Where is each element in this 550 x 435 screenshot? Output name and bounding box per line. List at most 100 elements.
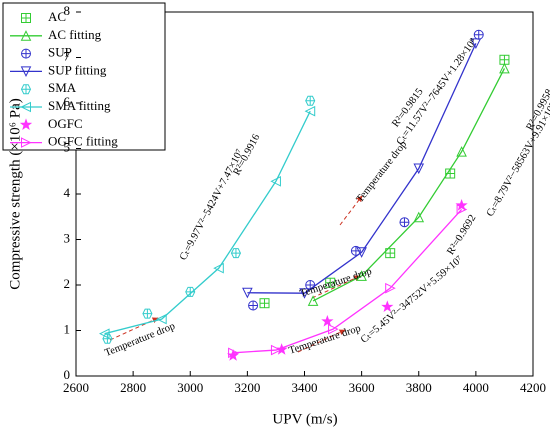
- marker-shape: [242, 287, 253, 299]
- marker: [185, 286, 196, 297]
- fit-line: [104, 110, 311, 335]
- marker-cross: [21, 84, 31, 94]
- marker: [21, 13, 31, 23]
- y-tick-label: 0: [64, 367, 71, 382]
- marker: [299, 288, 310, 299]
- marker-cross: [231, 248, 241, 258]
- legend-label: OGFC fitting: [48, 134, 118, 149]
- marker: [213, 262, 224, 274]
- marker-shape: [20, 101, 31, 113]
- marker-cross: [102, 334, 112, 344]
- legend: [2, 2, 166, 151]
- marker-shape: [20, 30, 32, 41]
- x-tick-label: 3400: [292, 380, 318, 395]
- marker: [270, 175, 281, 187]
- arrow: [339, 195, 363, 226]
- marker-cross: [21, 13, 31, 23]
- marker-shape: [21, 137, 32, 148]
- marker: [230, 248, 242, 259]
- marker: [413, 163, 425, 175]
- legend-label: AC fitting: [48, 27, 102, 42]
- marker: [259, 298, 270, 309]
- marker: [321, 314, 334, 327]
- marker-shape: [413, 163, 425, 175]
- marker-shape: [270, 175, 281, 187]
- y-tick-label: 2: [64, 276, 71, 291]
- y-tick-label: 3: [64, 230, 71, 245]
- marker: [270, 344, 282, 356]
- marker-shape: [156, 313, 167, 325]
- marker-cross: [142, 309, 152, 319]
- marker-shape: [413, 211, 425, 223]
- marker: [228, 347, 239, 359]
- x-tick-label: 3600: [349, 380, 375, 395]
- x-tick-label: 4000: [463, 380, 489, 395]
- marker: [248, 300, 259, 311]
- fit-line: [233, 209, 463, 354]
- marker-cross: [21, 49, 31, 59]
- legend-label: OGFC: [48, 116, 83, 131]
- marker-shape: [381, 300, 394, 313]
- marker-cross: [260, 298, 270, 308]
- x-tick-label: 2800: [120, 380, 146, 395]
- marker: [21, 137, 32, 148]
- legend-label: SMA: [48, 80, 77, 95]
- marker-shape: [275, 343, 288, 355]
- marker-shape: [299, 288, 310, 299]
- legend-label: SUP: [48, 45, 72, 60]
- marker: [307, 295, 319, 306]
- marker-cross: [248, 300, 258, 310]
- marker: [356, 247, 367, 258]
- marker: [385, 282, 396, 294]
- marker-shape: [328, 323, 339, 335]
- marker-cross: [305, 96, 315, 106]
- marker-shape: [356, 247, 367, 258]
- marker: [20, 101, 31, 113]
- x-tick-label: 2600: [63, 380, 89, 395]
- x-tick-label: 3200: [234, 380, 260, 395]
- marker-shape: [470, 38, 482, 50]
- marker: [98, 328, 110, 339]
- marker-cross: [474, 30, 484, 40]
- y-tick-label: 7: [64, 48, 71, 63]
- marker: [305, 95, 316, 106]
- marker: [399, 217, 410, 228]
- legend-label: AC: [48, 9, 66, 24]
- marker: [356, 270, 367, 281]
- marker: [350, 245, 361, 256]
- y-tick-label: 1: [64, 321, 71, 336]
- marker-shape: [456, 204, 468, 215]
- marker-shape: [20, 66, 32, 78]
- marker-cross: [325, 278, 335, 288]
- legend-label: SUP fitting: [48, 62, 107, 77]
- x-tick-label: 3800: [406, 380, 432, 395]
- equation: Cₜ=11.57V²−7645V+1.28×10⁸: [395, 36, 480, 147]
- marker: [20, 66, 32, 78]
- fit-line: [312, 68, 506, 302]
- marker: [142, 308, 153, 319]
- arrow: [297, 329, 346, 353]
- arrow: [311, 275, 361, 299]
- marker: [456, 146, 467, 157]
- marker-shape: [19, 118, 33, 131]
- marker: [499, 62, 510, 74]
- marker: [20, 84, 32, 95]
- marker-shape: [385, 282, 396, 294]
- marker: [242, 287, 253, 299]
- marker-shape: [321, 314, 334, 327]
- marker-shape: [307, 295, 319, 306]
- legend-label: SMA fitting: [48, 98, 111, 113]
- marker-cross: [305, 280, 315, 290]
- y-tick-label: 5: [64, 139, 71, 154]
- marker: [19, 118, 33, 131]
- marker-cross: [399, 217, 409, 227]
- marker: [275, 343, 288, 355]
- marker-shape: [213, 262, 224, 274]
- marker-shape: [456, 146, 467, 157]
- marker: [455, 198, 468, 211]
- annotation: Temperature drop: [288, 323, 363, 357]
- marker-shape: [499, 62, 510, 74]
- marker-cross: [499, 55, 509, 65]
